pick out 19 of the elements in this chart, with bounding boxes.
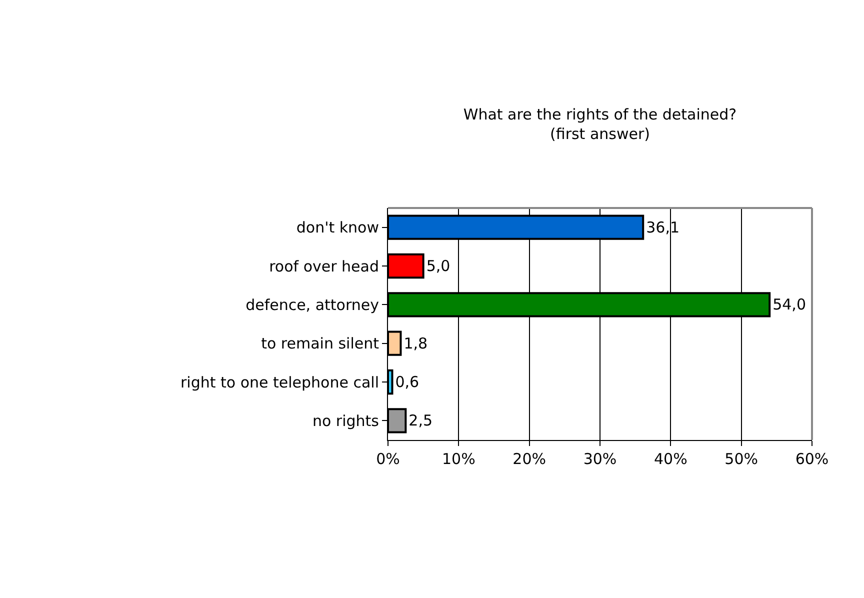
data-label: 5,0 <box>426 257 450 275</box>
x-tick-label: 20% <box>512 450 546 468</box>
y-tick-label: no rights <box>312 412 380 430</box>
data-label: 0,6 <box>395 373 420 391</box>
data-label: 2,5 <box>408 412 433 430</box>
chart-title: What are the rights of the detained? (first answer) <box>463 106 737 144</box>
x-tick-label: 40% <box>654 450 688 468</box>
y-tick-label: right to one telephone call <box>180 373 379 392</box>
y-tick-label: roof over head <box>269 257 379 276</box>
y-tick-label: to remain silent <box>261 334 380 353</box>
data-label: 54,0 <box>772 296 806 314</box>
x-tick-label: 60% <box>795 450 829 468</box>
y-tick-label: don't know <box>296 218 379 237</box>
y-tick-label: defence, attorney <box>246 296 380 314</box>
data-label: 1,8 <box>404 334 428 352</box>
x-tick-label: 10% <box>442 450 476 468</box>
x-tick-label: 50% <box>724 450 758 468</box>
x-tick-label: 0% <box>376 450 400 468</box>
x-tick-label: 30% <box>583 450 617 468</box>
